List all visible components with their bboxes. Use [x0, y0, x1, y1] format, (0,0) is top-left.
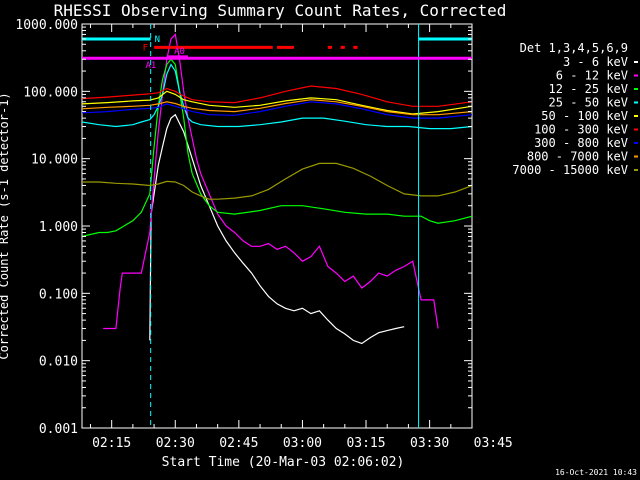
series-line-4	[82, 90, 472, 115]
x-tick-label: 03:00	[283, 436, 322, 451]
chart-title: RHESSI Observing Summary Count Rates, Co…	[54, 1, 507, 20]
flag-label-A1: A1	[145, 61, 156, 71]
legend-entry: 50 - 100 keV	[541, 109, 628, 123]
y-tick-label: 100.000	[23, 85, 78, 100]
legend-entry: 3 - 6 keV	[563, 55, 628, 69]
flag-label-F: F	[143, 43, 148, 53]
x-tick-label: 02:30	[156, 436, 195, 451]
x-tick-label: 02:45	[219, 436, 258, 451]
timestamp-footer: 16-Oct-2021 10:43	[555, 468, 637, 477]
series-line-6	[82, 101, 472, 119]
legend-entry: 12 - 25 keV	[549, 82, 628, 96]
series-line-3	[82, 63, 472, 130]
plot-area	[81, 23, 473, 429]
x-tick-label: 03:30	[410, 436, 449, 451]
y-axis: 0.001 0.010 0.100 1.000 10.000 100.000 1000.00…	[15, 18, 472, 437]
series-line-1	[103, 33, 439, 330]
x-tick-label: 03:45	[474, 436, 513, 451]
x-tick-label: 02:15	[92, 436, 131, 451]
x-tick-label: 03:15	[346, 436, 385, 451]
y-axis-label: Corrected Count Rate (s-1 detector-1)	[0, 92, 11, 359]
x-axis: 02:15 02:30 02:45 03:00 03:15 03:30 03:45	[89, 24, 513, 451]
legend-entry: 300 - 800 keV	[534, 136, 628, 150]
series-line-8	[82, 162, 472, 200]
series-line-2	[82, 58, 472, 237]
y-tick-label: 0.100	[39, 287, 78, 302]
y-tick-label: 10.000	[31, 153, 78, 168]
series-line-0	[149, 113, 405, 345]
series-line-5	[82, 85, 472, 107]
legend-entry: 6 - 12 keV	[556, 69, 628, 83]
series-line-7	[82, 99, 472, 116]
legend-entry: 7000 - 15000 keV	[512, 163, 628, 177]
legend-entry: 25 - 50 keV	[549, 96, 628, 110]
x-axis-label: Start Time (20-Mar-03 02:06:02)	[162, 455, 405, 470]
flag-label-A0: A0	[174, 47, 185, 57]
y-tick-label: 1.000	[39, 220, 78, 235]
legend-entry: 100 - 300 keV	[534, 123, 628, 137]
y-tick-label: 0.010	[39, 355, 78, 370]
y-tick-label: 1000.000	[15, 18, 78, 33]
plot-frame	[81, 23, 473, 429]
legend-title: Det 1,3,4,5,6,9	[520, 41, 628, 55]
y-tick-label: 0.001	[39, 422, 78, 437]
legend-entry: 800 - 7000 keV	[527, 150, 628, 164]
flag-label-N: N	[155, 35, 160, 45]
